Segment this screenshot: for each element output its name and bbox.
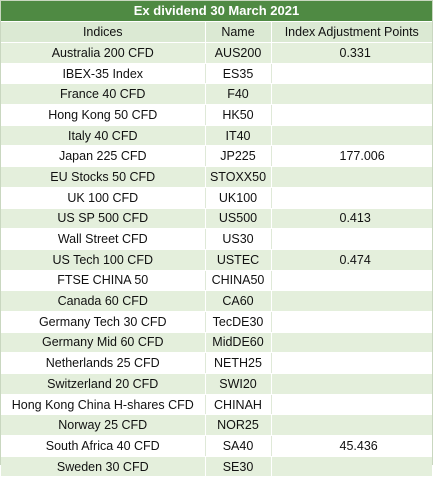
symbol-cell: AUS200: [205, 42, 272, 64]
header-indices: Indices: [1, 22, 206, 43]
table-row: Italy 40 CFD IT40: [1, 125, 432, 147]
adjustment-points-cell: [271, 166, 432, 188]
index-cell: Switzerland 20 CFD: [1, 373, 206, 395]
symbol-cell: SA40: [205, 435, 272, 457]
table-row: South Africa 40 CFD SA40 45.436: [1, 435, 432, 457]
header-name: Name: [205, 22, 272, 43]
adjustment-points-cell: 0.331: [271, 42, 432, 64]
adjustment-points-cell: [271, 187, 432, 209]
symbol-cell: TecDE30: [205, 311, 272, 333]
index-cell: Hong Kong China H-shares CFD: [1, 394, 206, 416]
header-row: Indices Name Index Adjustment Points: [1, 22, 432, 43]
adjustment-points-cell: [271, 228, 432, 250]
symbol-cell: US30: [205, 228, 272, 250]
index-cell: US Tech 100 CFD: [1, 249, 206, 271]
table-row: Wall Street CFD US30: [1, 228, 432, 250]
adjustment-points-cell: [271, 394, 432, 416]
table-row: UK 100 CFD UK100: [1, 187, 432, 209]
symbol-cell: NETH25: [205, 352, 272, 374]
adjustment-points-cell: [271, 414, 432, 437]
adjustment-points-cell: 177.006: [271, 145, 432, 168]
index-cell: Wall Street CFD: [1, 228, 206, 250]
table-row: Canada 60 CFD CA60: [1, 290, 432, 312]
symbol-cell: SWI20: [205, 373, 272, 395]
dividend-table: Indices Name Index Adjustment Points Aus…: [1, 22, 432, 477]
index-cell: Italy 40 CFD: [1, 125, 206, 147]
adjustment-points-cell: [271, 311, 432, 333]
index-cell: France 40 CFD: [1, 83, 206, 106]
table-title: Ex dividend 30 March 2021: [1, 1, 432, 22]
index-cell: IBEX-35 Index: [1, 63, 206, 85]
table-row: Hong Kong 50 CFD HK50: [1, 104, 432, 126]
index-cell: Australia 200 CFD: [1, 42, 206, 64]
symbol-cell: HK50: [205, 104, 272, 126]
adjustment-points-cell: [271, 63, 432, 85]
index-cell: EU Stocks 50 CFD: [1, 166, 206, 188]
symbol-cell: CHINAH: [205, 394, 272, 416]
symbol-cell: CA60: [205, 290, 272, 312]
symbol-cell: UK100: [205, 187, 272, 209]
table-row: US SP 500 CFD US500 0.413: [1, 208, 432, 230]
symbol-cell: MidDE60: [205, 332, 272, 354]
table-row: Australia 200 CFD AUS200 0.331: [1, 42, 432, 64]
adjustment-points-cell: [271, 290, 432, 312]
adjustment-points-cell: [271, 332, 432, 354]
table-row: Netherlands 25 CFD NETH25: [1, 352, 432, 374]
adjustment-points-cell: 45.436: [271, 435, 432, 457]
symbol-cell: CHINA50: [205, 270, 272, 292]
adjustment-points-cell: [271, 373, 432, 395]
table-row: France 40 CFD F40: [1, 83, 432, 106]
table-row: IBEX-35 Index ES35: [1, 63, 432, 85]
index-cell: Canada 60 CFD: [1, 290, 206, 312]
symbol-cell: F40: [205, 83, 272, 106]
adjustment-points-cell: 0.474: [271, 249, 432, 271]
table-row: Germany Mid 60 CFD MidDE60: [1, 332, 432, 354]
index-cell: UK 100 CFD: [1, 187, 206, 209]
index-cell: Netherlands 25 CFD: [1, 352, 206, 374]
symbol-cell: NOR25: [205, 414, 272, 437]
adjustment-points-cell: [271, 270, 432, 292]
symbol-cell: JP225: [205, 145, 272, 168]
table-row: Germany Tech 30 CFD TecDE30: [1, 311, 432, 333]
index-cell: US SP 500 CFD: [1, 208, 206, 230]
table-row: FTSE CHINA 50 CHINA50: [1, 270, 432, 292]
index-cell: South Africa 40 CFD: [1, 435, 206, 457]
table-row: Hong Kong China H-shares CFD CHINAH: [1, 394, 432, 416]
table-row: Norway 25 CFD NOR25: [1, 414, 432, 437]
adjustment-points-cell: [271, 456, 432, 477]
index-cell: Germany Mid 60 CFD: [1, 332, 206, 354]
table-row: US Tech 100 CFD USTEC 0.474: [1, 249, 432, 271]
adjustment-points-cell: [271, 125, 432, 147]
symbol-cell: US500: [205, 208, 272, 230]
index-cell: Norway 25 CFD: [1, 414, 206, 437]
adjustment-points-cell: [271, 83, 432, 106]
table-row: Sweden 30 CFD SE30: [1, 456, 432, 477]
symbol-cell: IT40: [205, 125, 272, 147]
symbol-cell: STOXX50: [205, 166, 272, 188]
index-cell: FTSE CHINA 50: [1, 270, 206, 292]
header-index-adjustment-points: Index Adjustment Points: [271, 22, 432, 43]
symbol-cell: USTEC: [205, 249, 272, 271]
adjustment-points-cell: [271, 352, 432, 374]
index-cell: Germany Tech 30 CFD: [1, 311, 206, 333]
symbol-cell: SE30: [205, 456, 272, 477]
symbol-cell: ES35: [205, 63, 272, 85]
table-row: Japan 225 CFD JP225 177.006: [1, 145, 432, 168]
index-cell: Japan 225 CFD: [1, 145, 206, 168]
index-cell: Sweden 30 CFD: [1, 456, 206, 477]
table-row: Switzerland 20 CFD SWI20: [1, 373, 432, 395]
index-cell: Hong Kong 50 CFD: [1, 104, 206, 126]
adjustment-points-cell: 0.413: [271, 208, 432, 230]
table-body: Australia 200 CFD AUS200 0.331 IBEX-35 Inde…: [1, 42, 432, 477]
table-row: EU Stocks 50 CFD STOXX50: [1, 166, 432, 188]
adjustment-points-cell: [271, 104, 432, 126]
